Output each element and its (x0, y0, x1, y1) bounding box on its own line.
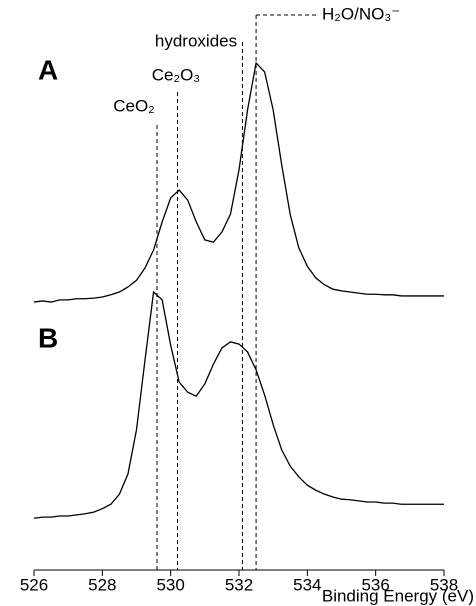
reference-label: hydroxides (155, 31, 237, 50)
series-label: A (38, 54, 58, 85)
x-tick-label: 538 (430, 575, 458, 594)
reference-label: H₂O/NO₃⁻ (322, 4, 400, 23)
x-axis-title: Binding Energy (eV) (322, 586, 474, 605)
x-tick-label: 532 (225, 575, 253, 594)
series-label: B (38, 322, 58, 353)
series-line (33, 61, 444, 303)
reference-label: Ce₂O₃ (152, 65, 200, 84)
x-tick-label: 528 (88, 575, 116, 594)
series-line (33, 290, 444, 519)
x-tick-label: 526 (20, 575, 48, 594)
x-tick-label: 536 (361, 575, 389, 594)
reference-label: CeO₂ (113, 96, 155, 115)
x-tick-label: 534 (293, 575, 321, 594)
x-tick-label: 530 (156, 575, 184, 594)
